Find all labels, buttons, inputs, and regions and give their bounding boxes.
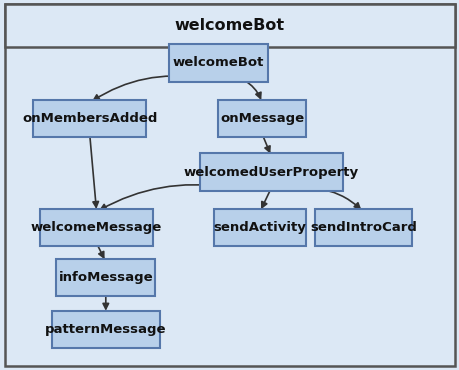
Text: welcomeBot: welcomeBot: [173, 56, 263, 70]
FancyBboxPatch shape: [213, 209, 306, 246]
FancyBboxPatch shape: [56, 259, 155, 296]
FancyBboxPatch shape: [200, 153, 342, 191]
FancyBboxPatch shape: [5, 4, 454, 47]
Text: sendIntroCard: sendIntroCard: [309, 221, 416, 234]
Text: sendActivity: sendActivity: [213, 221, 306, 234]
FancyBboxPatch shape: [218, 100, 306, 137]
FancyBboxPatch shape: [168, 44, 268, 82]
Text: onMessage: onMessage: [220, 112, 303, 125]
Text: patternMessage: patternMessage: [45, 323, 166, 336]
Text: onMembersAdded: onMembersAdded: [22, 112, 157, 125]
FancyBboxPatch shape: [51, 311, 160, 348]
Text: infoMessage: infoMessage: [58, 271, 153, 284]
Text: welcomeBot: welcomeBot: [174, 18, 285, 33]
Text: welcomedUserProperty: welcomedUserProperty: [184, 165, 358, 179]
FancyBboxPatch shape: [33, 100, 146, 137]
Text: welcomeMessage: welcomeMessage: [31, 221, 162, 234]
FancyBboxPatch shape: [5, 4, 454, 366]
FancyBboxPatch shape: [40, 209, 153, 246]
FancyBboxPatch shape: [314, 209, 411, 246]
